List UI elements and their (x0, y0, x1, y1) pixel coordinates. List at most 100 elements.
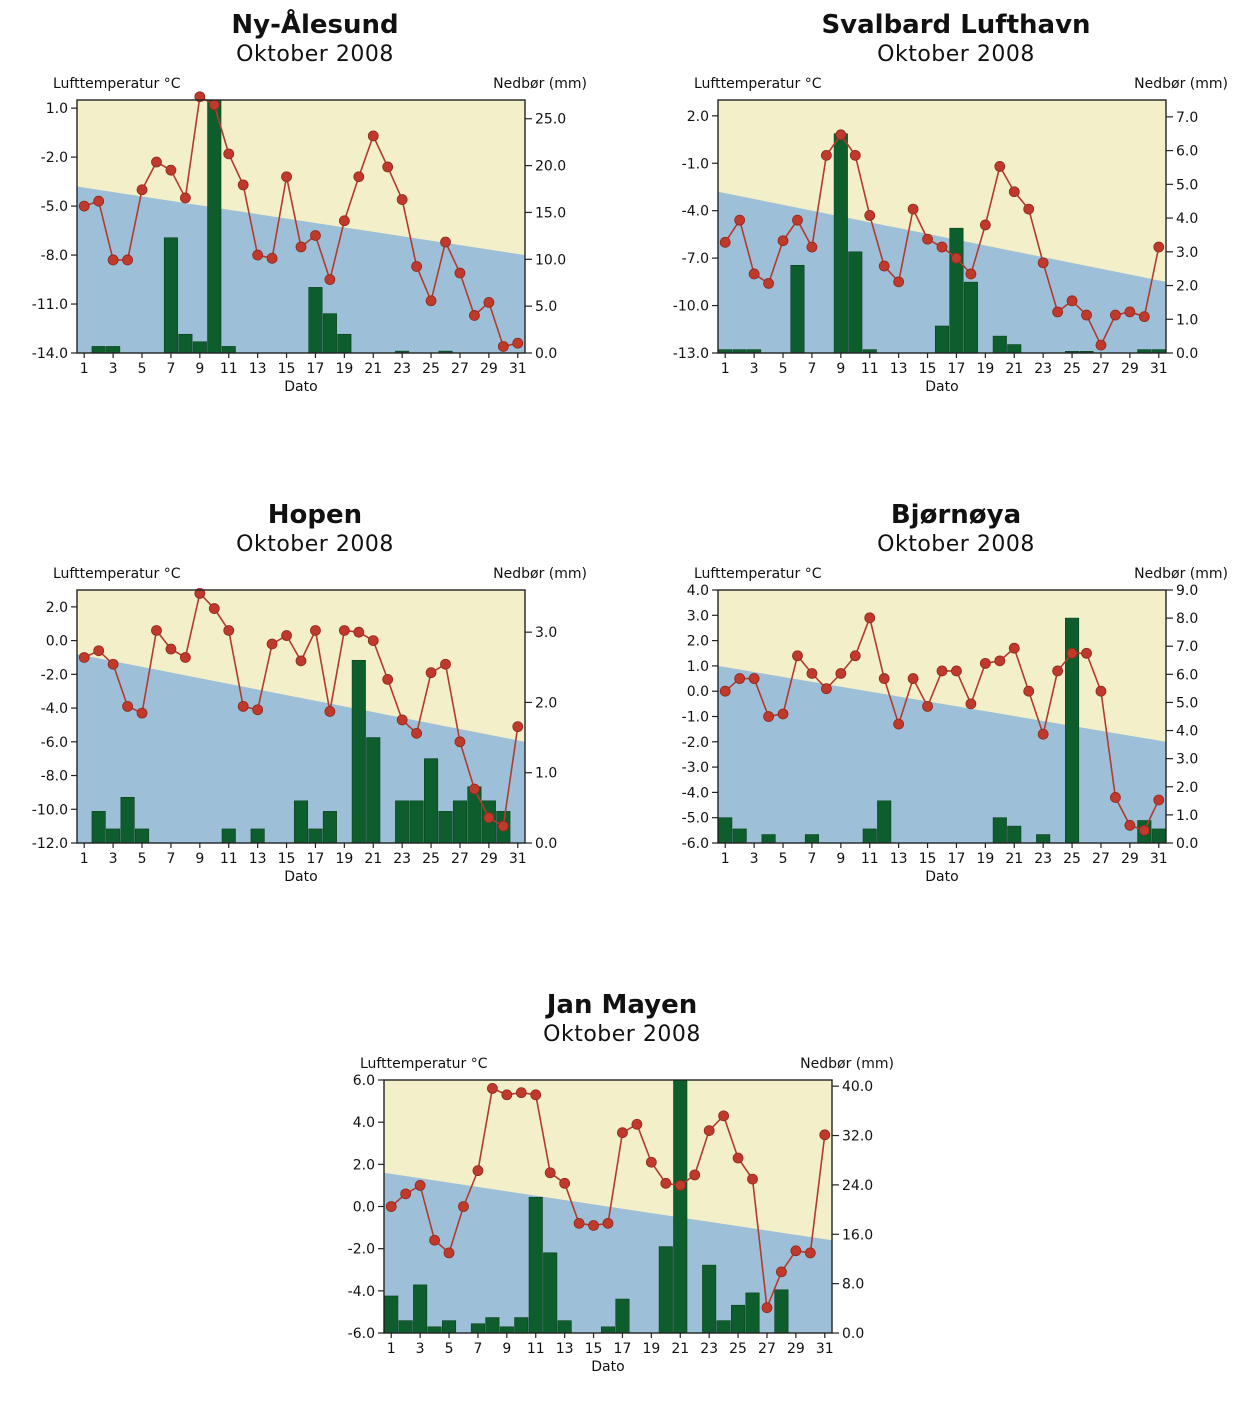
temperature-point (266, 252, 278, 264)
x-tick-label: 19 (976, 361, 994, 377)
temperature-point (835, 668, 847, 679)
precipitation-bar (366, 737, 381, 844)
left-tick-label: 0.0 (687, 684, 709, 700)
temperature-point (136, 707, 148, 719)
precipitation-bar (761, 834, 776, 844)
temperature-point (777, 235, 789, 247)
x-tick-label: 3 (416, 1341, 425, 1357)
right-axis-label: Nedbør (mm) (493, 566, 587, 582)
x-tick-label: 29 (480, 361, 498, 377)
chart-title: Ny-Ålesund (231, 10, 399, 40)
temperature-point (440, 236, 451, 248)
temperature-point (396, 194, 408, 205)
temperature-point (994, 161, 1006, 172)
temperature-point (965, 698, 977, 710)
temperature-point (367, 635, 379, 646)
temperature-point (790, 1245, 802, 1257)
temperature-point (194, 587, 206, 599)
temperature-point (1023, 203, 1035, 215)
x-tick-label: 15 (919, 851, 937, 867)
precipitation-bar (106, 828, 121, 844)
temperature-point (385, 1201, 397, 1212)
temperature-point (295, 241, 307, 253)
precipitation-bar (1007, 825, 1022, 844)
precipitation-bar (790, 264, 805, 354)
precipitation-bar (120, 797, 135, 844)
temperature-point (266, 638, 278, 650)
temperature-point (907, 673, 919, 684)
x-tick-label: 23 (393, 851, 411, 867)
right-tick-label: 32.0 (842, 1129, 873, 1145)
left-tick-label: -11.0 (32, 297, 68, 313)
temperature-point (732, 1152, 744, 1164)
precipitation-bar (135, 828, 150, 844)
chart-subtitle: Oktober 2008 (543, 1022, 701, 1047)
precipitation-bar (615, 1298, 630, 1334)
precipitation-bar (178, 333, 193, 354)
precipitation-bar (438, 811, 453, 844)
x-tick-label: 1 (721, 361, 730, 377)
temperature-point (179, 192, 191, 204)
temperature-point (849, 650, 861, 662)
left-tick-label: -4.0 (348, 1284, 375, 1300)
x-tick-label: 29 (1121, 361, 1139, 377)
precipitation-bar (732, 828, 747, 844)
right-axis-label: Nedbør (mm) (1134, 76, 1228, 92)
temperature-point (748, 268, 760, 280)
x-tick-label: 9 (836, 361, 845, 377)
temperature-point (165, 164, 177, 176)
x-tick-label: 23 (1034, 361, 1052, 377)
left-tick-label: 2.0 (353, 1157, 375, 1173)
precipitation-bar (163, 237, 178, 354)
temperature-point (252, 249, 264, 261)
x-tick-label: 23 (1034, 851, 1052, 867)
precipitation-bar (745, 1292, 760, 1334)
temperature-point (1138, 824, 1150, 836)
right-tick-label: 1.0 (1176, 808, 1198, 824)
precipitation-bar (424, 758, 439, 844)
left-tick-label: -13.0 (673, 346, 709, 362)
left-axis-label: Lufttemperatur °C (694, 566, 822, 582)
temperature-point (429, 1234, 440, 1246)
precipitation-bar (413, 1284, 428, 1334)
x-tick-label: 11 (220, 851, 238, 867)
x-tick-label: 25 (729, 1341, 747, 1357)
precipitation-bar (658, 1246, 673, 1334)
temperature-point (223, 148, 235, 160)
x-tick-label: 25 (1063, 361, 1081, 377)
precipitation-bar (949, 227, 964, 354)
left-tick-label: 4.0 (353, 1115, 375, 1131)
temperature-point (979, 219, 991, 231)
precipitation-bar (442, 1320, 457, 1334)
temperature-point (1124, 819, 1136, 831)
temperature-point (689, 1169, 701, 1181)
x-tick-label: 31 (509, 361, 527, 377)
precipitation-bar (250, 828, 265, 844)
x-tick-label: 31 (1150, 851, 1168, 867)
x-tick-label: 17 (948, 851, 966, 867)
precipitation-bar (467, 786, 482, 844)
left-tick-label: -8.0 (41, 248, 68, 264)
temperature-point (1037, 257, 1049, 269)
temperature-point (777, 708, 789, 720)
temperature-point (994, 655, 1006, 667)
precipitation-bar (221, 346, 236, 354)
x-axis-label: Dato (925, 379, 958, 395)
precipitation-bar (351, 659, 366, 844)
right-tick-label: 40.0 (842, 1079, 873, 1095)
left-tick-label: -8.0 (41, 769, 68, 785)
left-tick-label: 2.0 (46, 600, 68, 616)
temperature-point (761, 1302, 773, 1314)
temperature-point (151, 156, 162, 168)
chart-subtitle: Oktober 2008 (236, 532, 394, 557)
right-tick-label: 20.0 (535, 159, 566, 175)
left-tick-label: -2.0 (682, 735, 709, 751)
temperature-point (151, 625, 162, 636)
temperature-point (718, 1110, 730, 1122)
temperature-point (763, 711, 774, 722)
x-tick-label: 19 (642, 1341, 660, 1357)
temperature-point (281, 171, 292, 183)
x-tick-label: 29 (787, 1341, 805, 1357)
chart-panel-1: Ny-Ålesund Oktober 2008 Lufttemperatur °… (32, 10, 595, 430)
precipitation-bar (992, 817, 1007, 844)
